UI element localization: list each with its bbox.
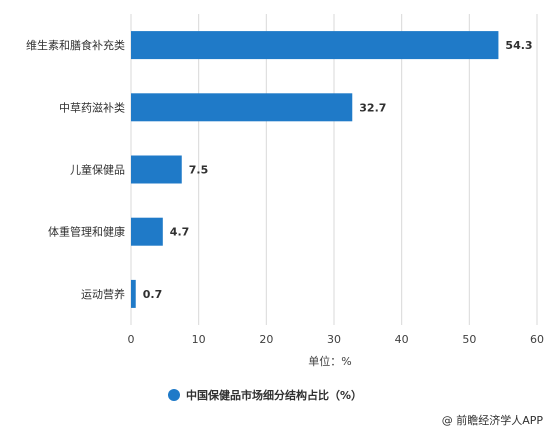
x-tick-labels: 0 10 20 30 40 50 60 [128, 333, 545, 346]
x-tick-label: 20 [259, 333, 273, 346]
data-label: 32.7 [359, 101, 386, 114]
x-tick-label: 40 [395, 333, 409, 346]
legend-entry: 中国保健品市场细分结构占比（%） [186, 388, 362, 402]
x-tick-label: 10 [192, 333, 206, 346]
data-label: 7.5 [189, 164, 209, 177]
data-labels: 54.3 32.7 7.5 4.7 0.7 [143, 39, 533, 301]
bar [131, 93, 353, 122]
x-tick-label: 60 [530, 333, 544, 346]
category-label: 体重管理和健康 [48, 225, 125, 239]
bar [131, 279, 136, 308]
bar [131, 155, 182, 184]
category-label: 儿童保健品 [70, 163, 125, 177]
bar [131, 217, 163, 246]
data-label: 0.7 [143, 288, 163, 301]
data-label: 54.3 [505, 39, 532, 52]
source-credit: @ 前瞻经济学人APP [442, 413, 544, 427]
category-label: 中草药滋补类 [59, 100, 125, 114]
x-axis-title: 单位：% [308, 354, 351, 368]
data-label: 4.7 [170, 226, 190, 239]
gridlines [130, 14, 538, 325]
bar [131, 31, 499, 60]
legend: 中国保健品市场细分结构占比（%） [168, 388, 362, 402]
category-label: 运动营养 [81, 287, 125, 301]
legend-marker [168, 389, 180, 401]
x-tick-label: 30 [327, 333, 341, 346]
category-label: 维生素和膳食补充类 [26, 38, 125, 52]
x-tick-label: 0 [128, 333, 135, 346]
x-tick-label: 50 [462, 333, 476, 346]
bars [131, 31, 499, 308]
